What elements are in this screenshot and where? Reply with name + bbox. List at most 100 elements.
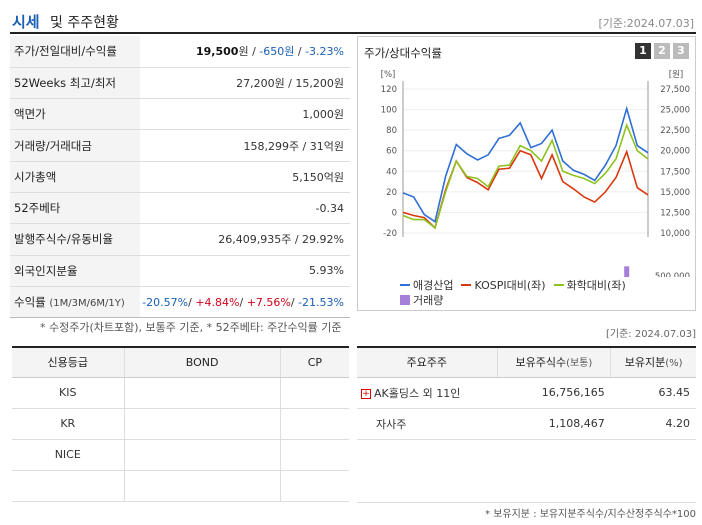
column-header: 보유지분(%) xyxy=(610,346,696,378)
table-row: 52Weeks 최고/최저 27,200원 / 15,200원 xyxy=(10,67,350,100)
chart-title: 주가/상대수익률 xyxy=(364,46,442,60)
table-header-row: 주요주주 보유주식수(보통) 보유지분(%) xyxy=(357,346,696,378)
table-row: 자사주 1,108,467 4.20 xyxy=(357,408,696,440)
price-chart-panel: 주가/상대수익률 1 2 3 [%] [원] 120 27,500 100 25,000 8… xyxy=(357,36,696,311)
legend-item: 거래량 xyxy=(400,292,443,308)
table-row: KIS xyxy=(12,377,349,409)
shares-cell: 1,108,467 xyxy=(497,408,611,440)
y-tick-label: 40 xyxy=(386,167,397,177)
table-row: 주가/전일대비/수익률 19,500원 / -650원 / -3.23% xyxy=(10,36,350,68)
row-value: 1,000원 xyxy=(140,98,350,131)
info-footnote: * 수정주가(차트포함), 보통주 기준, * 52주베타: 주간수익률 기준 xyxy=(40,321,342,334)
row-value: 5.93% xyxy=(140,255,350,287)
bond-cell xyxy=(124,439,281,471)
y-tick-label: 0 xyxy=(392,208,397,218)
row-label: 외국인지분율 xyxy=(10,255,140,287)
holder-name-cell: 자사주 xyxy=(357,408,497,440)
column-header: BOND xyxy=(124,346,281,378)
legend-item: 애경산업 xyxy=(400,277,453,293)
left-axis-unit: [%] xyxy=(381,70,396,80)
legend-swatch xyxy=(553,283,564,286)
y-right-tick-label: 22,500 xyxy=(660,126,690,136)
section-title: 및 주주현황 xyxy=(50,15,119,31)
y-tick-label: 20 xyxy=(386,188,397,198)
cp-cell xyxy=(280,470,349,502)
y-right-tick-label: 27,500 xyxy=(660,85,690,95)
agency-cell xyxy=(12,470,125,502)
y-tick-label: 60 xyxy=(386,147,397,157)
expand-icon[interactable]: + xyxy=(361,388,371,399)
legend-swatch xyxy=(400,294,410,305)
chart-page-2[interactable]: 2 xyxy=(654,43,670,59)
row-value: 27,200원 / 15,200원 xyxy=(140,67,350,100)
table-row: 수익률 (1M/3M/6M/1Y) -20.57%/ +4.84%/ +7.56… xyxy=(10,286,350,319)
table-row: 액면가 1,000원 xyxy=(10,98,350,131)
column-header: 신용등급 xyxy=(12,346,125,378)
y-right-tick-label: 20,000 xyxy=(660,147,690,157)
bond-cell xyxy=(124,408,281,440)
series-line xyxy=(402,122,649,230)
agency-cell: NICE xyxy=(12,439,125,471)
price-chart: [%] [원] 120 27,500 100 25,000 80 22,500 60 20,000… xyxy=(381,70,690,277)
y-tick-label: 100 xyxy=(381,106,397,116)
table-row: 발행주식수/유동비율 26,409,935주 / 29.92% xyxy=(10,223,350,256)
table-header-row: 신용등급 BOND CP xyxy=(12,346,349,378)
price-value: 19,500원 / -650원 / -3.23% xyxy=(140,36,350,68)
column-header: 주요주주 xyxy=(357,346,498,378)
chart-page-1[interactable]: 1 xyxy=(635,43,651,59)
y-right-tick-label: 12,500 xyxy=(660,208,690,218)
row-label: 주가/전일대비/수익률 xyxy=(10,36,140,68)
y-tick-label: -20 xyxy=(383,229,397,239)
series-line xyxy=(402,105,649,224)
table-row: 시가총액 5,150억원 xyxy=(10,161,350,193)
cp-cell xyxy=(280,408,349,440)
row-label: 발행주식수/유동비율 xyxy=(10,223,140,256)
series-line xyxy=(402,149,649,230)
y-tick-label: 120 xyxy=(381,85,397,95)
volume-tick-label: 500,000 xyxy=(655,272,690,277)
credit-rating-table: 신용등급 BOND CP KIS KR NICE xyxy=(12,346,349,502)
chart-pager: 1 2 3 xyxy=(635,43,689,59)
legend-swatch xyxy=(461,283,472,286)
volume-bar xyxy=(624,266,630,277)
section-header: 시세 및 주주현황 [기준:2024.07.03] xyxy=(10,6,696,34)
shares-cell: 16,756,165 xyxy=(497,377,611,409)
column-header: 보유주식수(보통) xyxy=(497,346,612,378)
row-label: 시가총액 xyxy=(10,161,140,193)
table-row: 거래량/거래대금 158,299주 / 31억원 xyxy=(10,129,350,162)
chart-page-3[interactable]: 3 xyxy=(673,43,689,59)
price-info-table: 주가/전일대비/수익률 19,500원 / -650원 / -3.23% 52W… xyxy=(10,36,350,319)
table-row: NICE xyxy=(12,439,349,471)
row-label: 수익률 (1M/3M/6M/1Y) xyxy=(10,286,140,319)
legend-swatch xyxy=(400,283,410,286)
row-value: 5,150억원 xyxy=(140,161,350,193)
table-row xyxy=(12,470,349,502)
bond-cell xyxy=(124,377,281,409)
pct-cell: 4.20 xyxy=(610,408,696,440)
row-label: 52주베타 xyxy=(10,192,140,225)
section-title-main: 시세 xyxy=(12,13,40,31)
cp-cell xyxy=(280,377,349,409)
table-row: 52주베타 -0.34 xyxy=(10,192,350,225)
table-row: + AK홀딩스 외 11인 16,756,165 63.45 xyxy=(357,377,696,409)
holders-footnote: * 보유지분 : 보유지분주식수/지수산정주식수*100 xyxy=(485,509,696,520)
base-date: [기준:2024.07.03] xyxy=(598,17,694,30)
agency-cell: KR xyxy=(12,408,125,440)
table-row xyxy=(357,439,696,503)
y-right-tick-label: 25,000 xyxy=(660,106,690,116)
major-shareholders-table: 주요주주 보유주식수(보통) 보유지분(%) + AK홀딩스 외 11인 16,7… xyxy=(357,346,696,503)
returns-value: -20.57%/ +4.84%/ +7.56%/ -21.53% xyxy=(140,286,350,319)
chart-legend: 애경산업 KOSPI대비(좌) 화학대비(좌) 거래량 xyxy=(400,277,690,307)
holders-base-date: [기준: 2024.07.03] xyxy=(605,329,696,340)
row-value: 26,409,935주 / 29.92% xyxy=(140,223,350,256)
row-value: -0.34 xyxy=(140,192,350,225)
cp-cell xyxy=(280,439,349,471)
pct-cell: 63.45 xyxy=(610,377,696,409)
row-value: 158,299주 / 31억원 xyxy=(140,129,350,162)
table-row: KR xyxy=(12,408,349,440)
agency-cell: KIS xyxy=(12,377,125,409)
legend-item: KOSPI대비(좌) xyxy=(461,277,546,293)
right-axis-unit: [원] xyxy=(669,70,683,80)
legend-item: 화학대비(좌) xyxy=(553,277,626,293)
row-label: 거래량/거래대금 xyxy=(10,129,140,162)
